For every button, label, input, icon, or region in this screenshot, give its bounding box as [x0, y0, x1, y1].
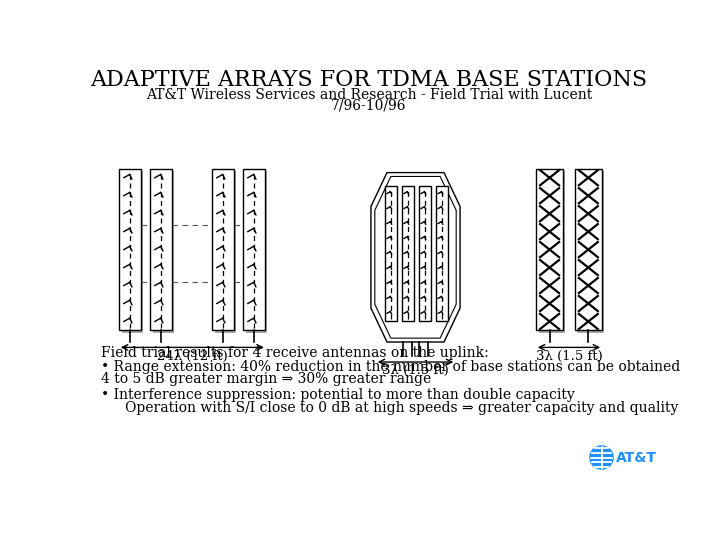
- Bar: [575, 168, 601, 330]
- Text: ADAPTIVE ARRAYS FOR TDMA BASE STATIONS: ADAPTIVE ARRAYS FOR TDMA BASE STATIONS: [91, 70, 647, 91]
- Bar: [212, 168, 234, 330]
- Text: 3λ (1.5 ft): 3λ (1.5 ft): [536, 350, 603, 363]
- Polygon shape: [371, 173, 460, 342]
- Text: 7/96-10/96: 7/96-10/96: [331, 99, 407, 113]
- Circle shape: [590, 446, 613, 469]
- Text: AT&T: AT&T: [616, 450, 657, 464]
- Bar: [246, 171, 267, 333]
- Bar: [384, 186, 397, 321]
- Text: AT&T Wireless Services and Research - Field Trial with Lucent: AT&T Wireless Services and Research - Fi…: [146, 88, 592, 102]
- Bar: [243, 168, 265, 330]
- Bar: [418, 186, 431, 321]
- Text: Field trial results for 4 receive antennas on the uplink:: Field trial results for 4 receive antenn…: [101, 346, 489, 360]
- Bar: [436, 186, 448, 321]
- Text: • Range extension: 40% reduction in the number of base stations can be obtained: • Range extension: 40% reduction in the …: [101, 360, 680, 374]
- Bar: [120, 168, 141, 330]
- Bar: [402, 186, 414, 321]
- Text: 24λ (12 ft): 24λ (12 ft): [157, 350, 228, 363]
- Bar: [536, 168, 563, 330]
- Text: 3λ (1.5 ft): 3λ (1.5 ft): [382, 364, 449, 377]
- Text: Operation with S/I close to 0 dB at high speeds ⇒ greater capacity and quality: Operation with S/I close to 0 dB at high…: [112, 401, 678, 415]
- Text: 4 to 5 dB greater margin ⇒ 30% greater range: 4 to 5 dB greater margin ⇒ 30% greater r…: [101, 372, 431, 386]
- Bar: [539, 171, 565, 333]
- Bar: [153, 171, 174, 333]
- Text: • Interference suppression: potential to more than double capacity: • Interference suppression: potential to…: [101, 388, 575, 402]
- Bar: [215, 171, 236, 333]
- Bar: [122, 171, 143, 333]
- Bar: [577, 171, 604, 333]
- Bar: [150, 168, 172, 330]
